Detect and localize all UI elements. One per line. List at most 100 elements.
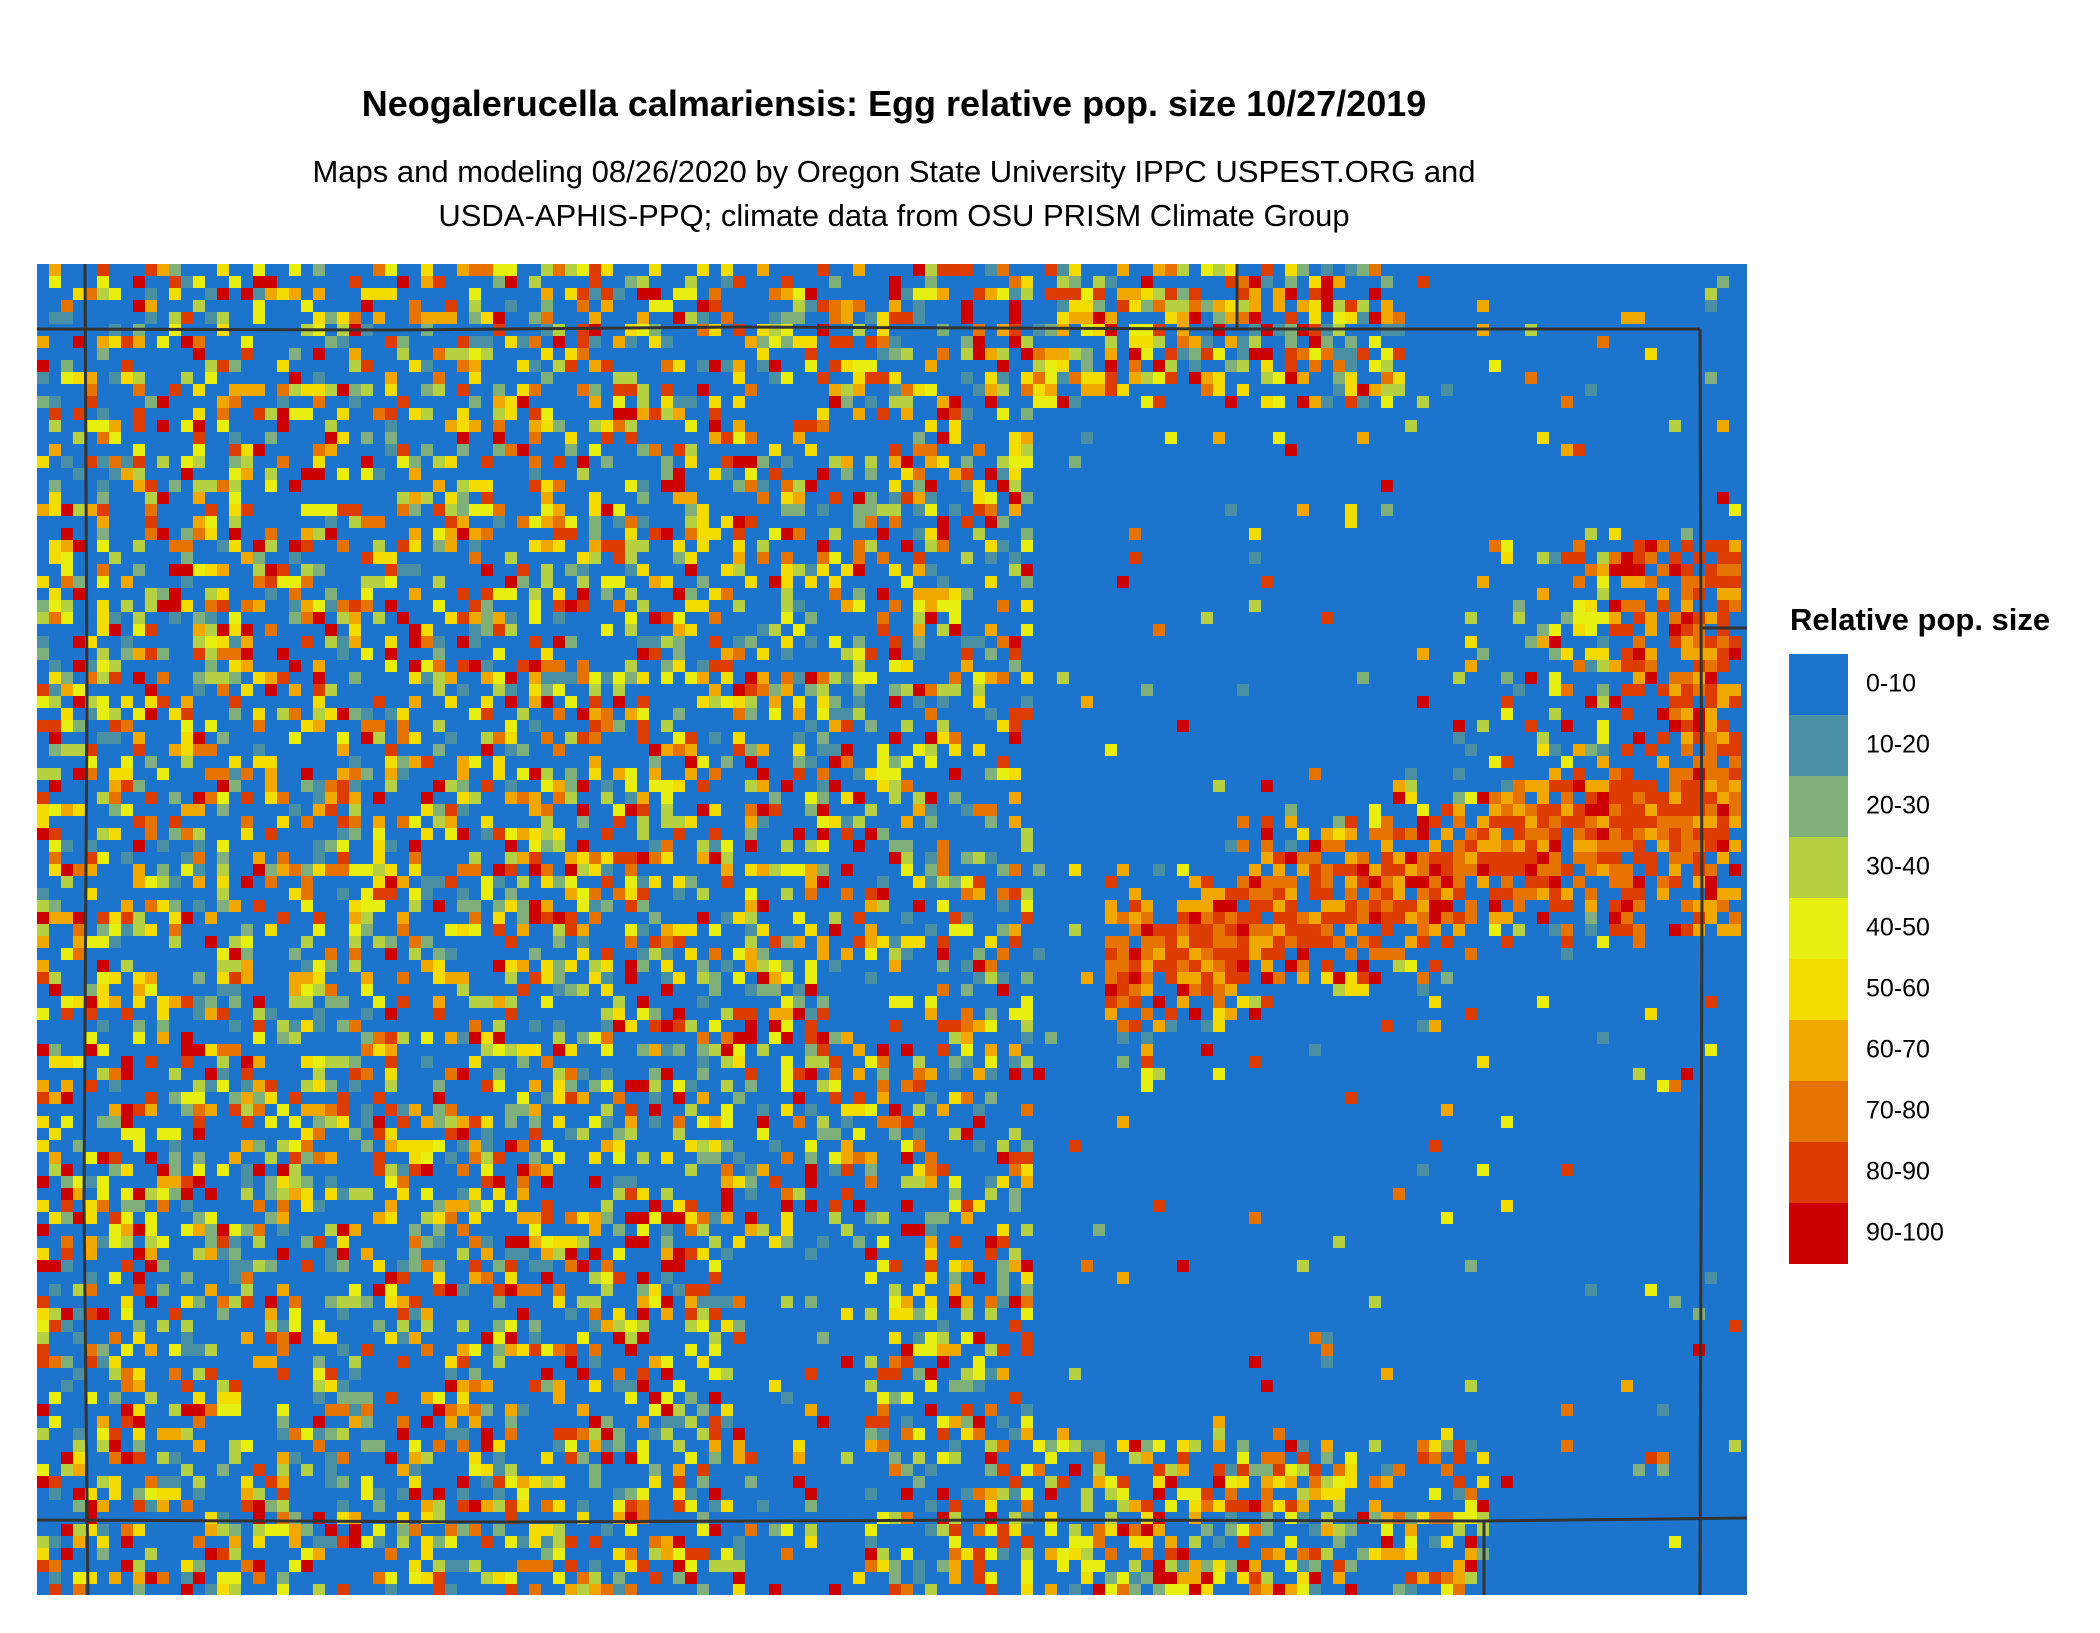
map-cell <box>661 1212 673 1224</box>
map-cell <box>1309 360 1321 372</box>
map-cell <box>325 1536 337 1548</box>
map-cell <box>361 972 373 984</box>
map-cell <box>541 672 553 684</box>
map-cell <box>1489 900 1501 912</box>
map-cell <box>601 264 613 276</box>
map-cell <box>985 504 997 516</box>
map-cell <box>649 1356 661 1368</box>
map-cell <box>241 624 253 636</box>
map-cell <box>229 612 241 624</box>
map-cell <box>997 600 1009 612</box>
map-cell <box>1129 360 1141 372</box>
map-cell <box>1633 312 1645 324</box>
map-cell <box>217 840 229 852</box>
map-cell <box>613 288 625 300</box>
map-cell <box>637 1380 649 1392</box>
map-cell <box>853 696 865 708</box>
map-cell <box>409 504 421 516</box>
map-cell <box>829 588 841 600</box>
map-cell <box>1381 816 1393 828</box>
map-cell <box>517 1056 529 1068</box>
map-cell <box>1021 408 1033 420</box>
map-cell <box>313 1428 325 1440</box>
map-cell <box>133 816 145 828</box>
map-cell <box>457 1404 469 1416</box>
map-cell <box>1021 1344 1033 1356</box>
map-cell <box>745 936 757 948</box>
map-cell <box>1129 1452 1141 1464</box>
map-cell <box>325 1428 337 1440</box>
map-cell <box>109 936 121 948</box>
map-cell <box>865 888 877 900</box>
map-cell <box>685 1080 697 1092</box>
map-cell <box>1213 1440 1225 1452</box>
map-cell <box>109 828 121 840</box>
map-cell <box>649 1008 661 1020</box>
map-cell <box>73 288 85 300</box>
map-cell <box>49 972 61 984</box>
map-cell <box>181 756 193 768</box>
map-cell <box>445 1524 457 1536</box>
map-cell <box>1045 372 1057 384</box>
map-cell <box>457 1524 469 1536</box>
map-cell <box>97 1200 109 1212</box>
map-cell <box>1201 348 1213 360</box>
map-cell <box>601 1008 613 1020</box>
map-cell <box>373 552 385 564</box>
map-cell <box>745 432 757 444</box>
map-cell <box>925 1500 937 1512</box>
map-cell <box>1549 768 1561 780</box>
map-cell <box>769 1008 781 1020</box>
map-cell <box>1249 336 1261 348</box>
map-cell <box>349 960 361 972</box>
map-cell <box>1321 900 1333 912</box>
map-cell <box>541 1524 553 1536</box>
map-cell <box>121 636 133 648</box>
map-cell <box>1333 348 1345 360</box>
map-cell <box>1129 888 1141 900</box>
map-cell <box>1141 960 1153 972</box>
map-cell <box>1693 624 1705 636</box>
map-cell <box>1225 1500 1237 1512</box>
map-cell <box>457 924 469 936</box>
map-cell <box>829 396 841 408</box>
map-cell <box>841 792 853 804</box>
map-cell <box>1633 684 1645 696</box>
map-cell <box>481 612 493 624</box>
map-cell <box>1021 1296 1033 1308</box>
map-cell <box>121 924 133 936</box>
map-cell <box>661 396 673 408</box>
map-cell <box>1453 768 1465 780</box>
map-cell <box>1309 852 1321 864</box>
map-cell <box>709 1440 721 1452</box>
map-cell <box>421 384 433 396</box>
map-cell <box>109 1392 121 1404</box>
map-cell <box>1417 1452 1429 1464</box>
map-cell <box>649 1068 661 1080</box>
map-cell <box>1009 660 1021 672</box>
map-cell <box>625 528 637 540</box>
map-cell <box>685 1164 697 1176</box>
map-cell <box>889 348 901 360</box>
map-cell <box>1021 888 1033 900</box>
map-cell <box>325 1248 337 1260</box>
map-cell <box>1189 312 1201 324</box>
map-cell <box>901 936 913 948</box>
map-cell <box>277 288 289 300</box>
map-cell <box>817 1416 829 1428</box>
map-cell <box>1657 540 1669 552</box>
map-cell <box>553 1092 565 1104</box>
map-cell <box>1489 816 1501 828</box>
map-cell <box>457 1344 469 1356</box>
map-cell <box>1681 576 1693 588</box>
map-cell <box>169 996 181 1008</box>
map-cell <box>721 960 733 972</box>
map-cell <box>1045 384 1057 396</box>
map-cell <box>217 1524 229 1536</box>
map-cell <box>409 1248 421 1260</box>
map-cell <box>1153 1200 1165 1212</box>
map-cell <box>973 1104 985 1116</box>
map-cell <box>157 840 169 852</box>
map-cell <box>865 972 877 984</box>
map-cell <box>1261 1524 1273 1536</box>
